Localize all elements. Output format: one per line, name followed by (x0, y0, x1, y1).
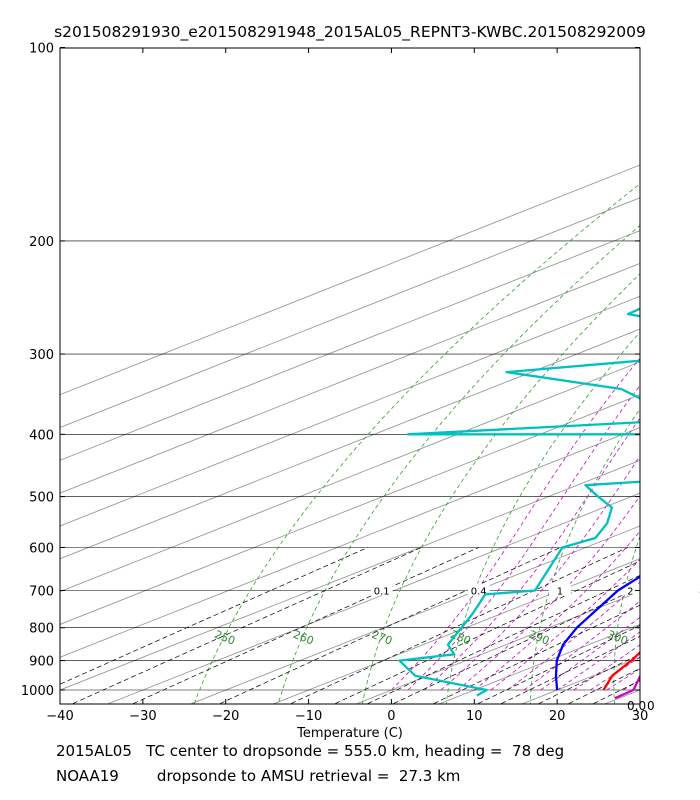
isotherm-line (60, 197, 640, 428)
caption-distance-heading: 2015AL05 TC center to dropsonde = 555.0 … (56, 742, 565, 760)
dry-adiabat-line (529, 408, 640, 704)
guide-line-labels: 81216202428320.10.4124710162502602702802… (213, 583, 700, 648)
isotherm-line (60, 164, 640, 396)
mixing-ratio-line (477, 625, 640, 704)
isotherm-line (189, 525, 640, 704)
p-tick-label: 500 (29, 491, 54, 506)
dry-adiabat-lines (193, 183, 640, 704)
mixing-ratio-line (568, 668, 640, 704)
mixing-ratio-line (367, 574, 640, 704)
moist-adiabat-line (540, 616, 640, 691)
moist-adiabat-line (407, 384, 640, 691)
x-tick-label: −10 (295, 709, 322, 724)
corner-label-b: 0 (647, 699, 655, 713)
mixing-ratio-line (72, 547, 422, 704)
isotherm-line (60, 459, 640, 691)
isotherm-line (60, 230, 640, 461)
mixing-ratio-line (335, 560, 640, 704)
plot-frame (59, 47, 641, 705)
x-axis-label: Temperature (C) (296, 726, 403, 741)
p-tick-label: 800 (29, 622, 54, 637)
mixing-ratio-label: 0.1 (374, 587, 390, 598)
isotherm-line (60, 328, 640, 560)
axes: −40 −30 −20 −10 0 10 20 30 100 200 300 400 500 600 700… (21, 42, 648, 725)
x-tick-label: 30 (632, 709, 649, 724)
moist-adiabat-line (556, 631, 640, 691)
p-tick-label: 100 (29, 42, 54, 57)
moist-adiabat-lines (391, 357, 640, 691)
isotherm-line (106, 492, 640, 704)
mixing-ratio-line (433, 604, 640, 704)
x-tick-label: −30 (129, 709, 156, 724)
isotherm-line (60, 361, 640, 593)
p-tick-label: 900 (29, 655, 54, 670)
mixing-ratio-label: 1 (557, 587, 563, 598)
mixing-ratio-line (60, 547, 368, 685)
mixing-ratio-line (501, 635, 640, 704)
moist-adiabat-line (424, 417, 640, 691)
x-tick-label: −20 (212, 709, 239, 724)
dry-adiabat-line (277, 224, 640, 704)
p-tick-label: 600 (29, 542, 54, 557)
mixing-ratio-label-bg (370, 583, 393, 596)
moist-adiabat-line (490, 558, 640, 691)
p-tick-label: 400 (29, 428, 54, 443)
x-tick-label: 10 (466, 709, 483, 724)
dry-adiabat-line (361, 273, 640, 704)
chart-title: s201508291930_e201508291948_2015AL05_REP… (54, 23, 646, 42)
x-tick-label: 0 (387, 709, 395, 724)
mixing-ratio-lines (60, 547, 640, 704)
skewt-chart: s201508291930_e201508291948_2015AL05_REP… (0, 0, 700, 742)
dry-adiabat-line (613, 535, 640, 704)
isobar-lines (60, 240, 640, 691)
profile-line (398, 307, 640, 697)
moist-adiabat-line (391, 357, 640, 691)
isotherm-line (60, 295, 640, 527)
isotherm-line (272, 558, 640, 704)
figure-background (0, 0, 700, 742)
moist-adiabat-line (474, 530, 640, 691)
mixing-ratio-label-bg (467, 583, 490, 596)
mixing-ratio-line (290, 547, 628, 704)
p-tick-label: 700 (29, 585, 54, 600)
p-tick-label: 300 (29, 348, 54, 363)
caption-retrieval-distance: NOAA19 dropsonde to AMSU retrieval = 27.… (56, 767, 461, 785)
corner-label-a: 0.0 (627, 699, 646, 713)
p-tick-label: 1000 (21, 684, 54, 699)
isotherm-line (354, 591, 640, 704)
isotherm-line (60, 262, 640, 494)
profile-line (554, 575, 640, 691)
mixing-ratio-label-bg (691, 583, 700, 596)
sounding-profiles (398, 307, 640, 700)
mixing-ratio-line (538, 653, 640, 704)
x-tick-label: −40 (46, 709, 73, 724)
isotherm-line (60, 427, 640, 658)
mixing-ratio-label-bg (548, 583, 571, 596)
dry-adiabat-line (445, 331, 640, 704)
isotherm-line (60, 394, 640, 625)
isotherm-lines (60, 164, 640, 704)
moist-adiabat-line (573, 644, 640, 691)
mixing-ratio-label: 2 (627, 587, 633, 598)
mixing-ratio-line (219, 547, 561, 704)
dry-adiabat-line (193, 183, 640, 704)
p-tick-label: 200 (29, 235, 54, 250)
x-tick-label: 20 (549, 709, 566, 724)
mixing-ratio-line (393, 586, 640, 704)
mixing-ratio-label: 0.4 (471, 587, 487, 598)
